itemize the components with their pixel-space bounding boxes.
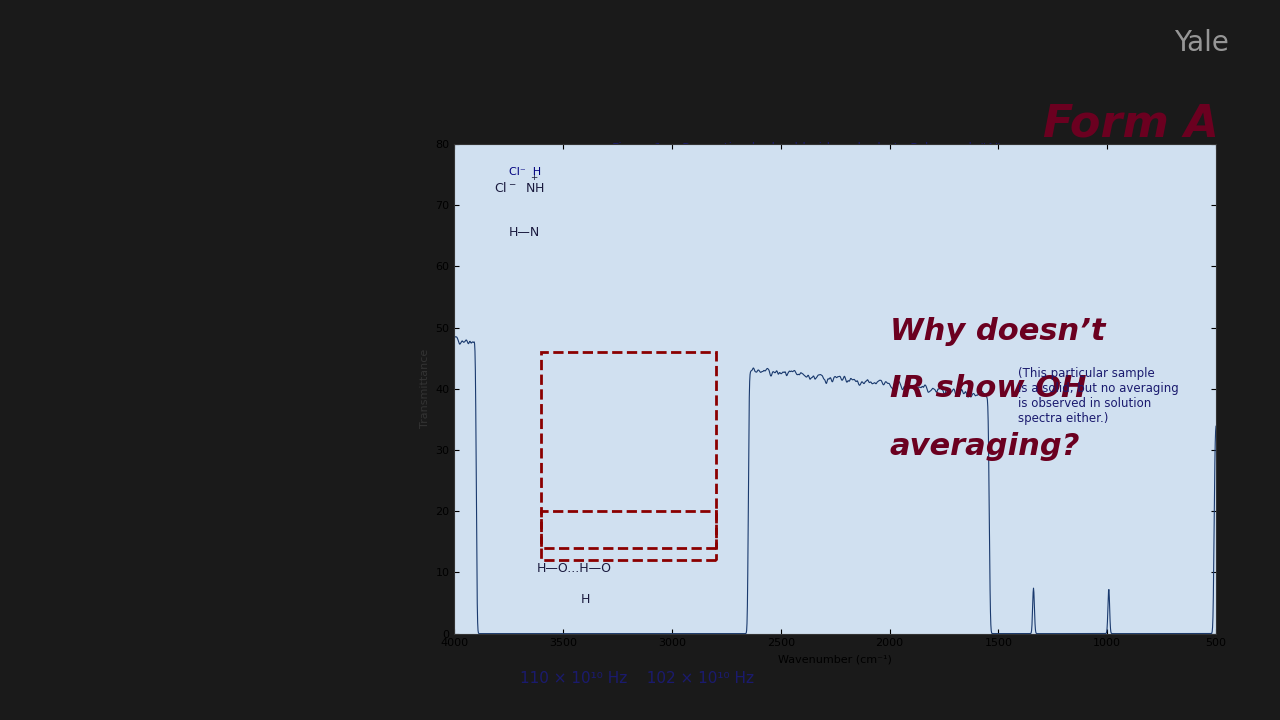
Text: Figure 1a:  Paroxetine hydrochloride anhydrate Polymorph "A": Figure 1a: Paroxetine hydrochloride anhy… [612,142,1001,155]
Text: Yale: Yale [1174,29,1229,57]
Text: H—N: H—N [508,226,540,239]
Text: Cl$^-$  $\overset{+}{\rm NH}$: Cl$^-$ $\overset{+}{\rm NH}$ [494,174,545,196]
Text: 110 × 10¹⁰ Hz    102 × 10¹⁰ Hz: 110 × 10¹⁰ Hz 102 × 10¹⁰ Hz [520,671,754,686]
Text: Form A: Form A [1043,103,1219,146]
Text: Cl⁻  H: Cl⁻ H [509,166,541,176]
Text: H: H [580,593,590,606]
X-axis label: Wavenumber (cm⁻¹): Wavenumber (cm⁻¹) [778,654,892,664]
Text: IR show OH: IR show OH [890,374,1087,403]
Y-axis label: Transmittance: Transmittance [420,349,430,428]
Text: H—O...H—O: H—O...H—O [536,562,612,575]
Text: (This particular sample
is a solid, but no averaging
is observed in solution
spe: (This particular sample is a solid, but … [1018,367,1179,425]
Text: Why doesn’t: Why doesn’t [890,317,1105,346]
Text: averaging?: averaging? [890,432,1080,461]
